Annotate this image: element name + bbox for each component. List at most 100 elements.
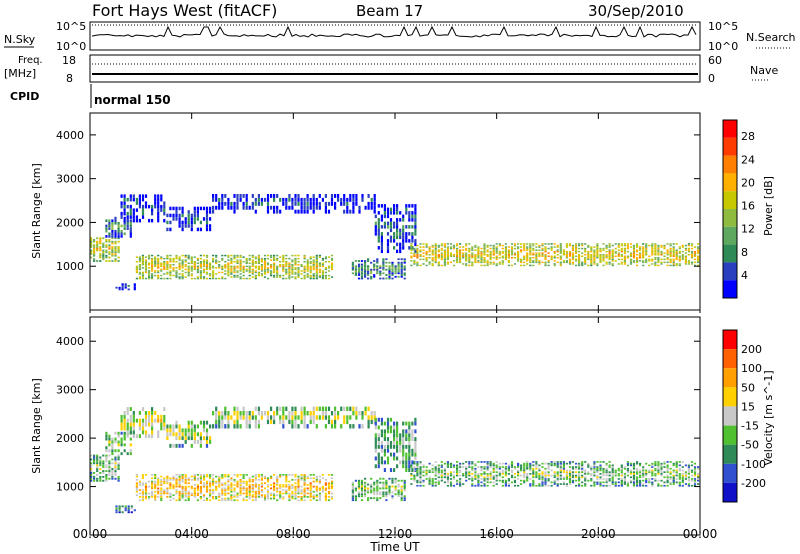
heatmap-cell (669, 243, 672, 245)
heatmap-cell (465, 258, 468, 261)
heatmap-cell (108, 470, 111, 472)
heatmap-cell (608, 244, 611, 247)
heatmap-cell (178, 474, 181, 476)
heatmap-cell (239, 273, 242, 275)
heatmap-cell (330, 254, 334, 257)
heatmap-cell (306, 201, 309, 206)
colorbar-segment (723, 406, 737, 426)
heatmap-cell (169, 274, 172, 277)
heatmap-cell (383, 225, 386, 229)
heatmap-cell (672, 469, 675, 472)
heatmap-cell (626, 246, 629, 248)
heatmap-cell (124, 283, 127, 286)
heatmap-cell (678, 467, 681, 470)
heatmap-cell (117, 222, 120, 225)
heatmap-cell (351, 487, 354, 490)
heatmap-cell (611, 257, 614, 259)
heatmap-cell (111, 449, 114, 453)
heatmap-cell (383, 204, 386, 208)
heatmap-cell (639, 260, 642, 262)
heatmap-cell (402, 441, 405, 445)
heatmap-cell (257, 257, 260, 260)
heatmap-cell (144, 277, 148, 280)
heatmap-cell (414, 421, 417, 426)
heatmap-cell (697, 250, 700, 253)
heatmap-cell (242, 256, 245, 258)
heatmap-cell (486, 476, 489, 479)
heatmap-cell (400, 493, 403, 496)
heatmap-cell (202, 482, 206, 485)
heatmap-cell (135, 474, 138, 476)
heatmap-cell (209, 496, 212, 498)
heatmap-cell (547, 478, 550, 480)
heatmap-cell (248, 270, 251, 272)
heatmap-cell (300, 490, 303, 493)
heatmap-cell (166, 424, 169, 429)
heatmap-cell (114, 249, 117, 252)
heatmap-cell (166, 273, 169, 275)
heatmap-cell (117, 256, 120, 259)
heatmap-cell (393, 225, 396, 229)
heatmap-cell (608, 461, 611, 463)
heatmap-cell (376, 272, 379, 275)
heatmap-cell (90, 464, 93, 467)
heatmap-cell (672, 250, 675, 253)
heatmap-cell (373, 415, 376, 420)
heatmap-cell (315, 489, 318, 491)
heatmap-cell (151, 411, 154, 415)
heatmap-cell (608, 261, 611, 264)
heatmap-cell (495, 247, 498, 250)
heatmap-cell (105, 260, 108, 262)
heatmap-cell (166, 271, 169, 274)
heatmap-cell (148, 434, 151, 439)
heatmap-cell (581, 243, 584, 245)
heatmap-cell (300, 273, 303, 275)
heatmap-cell (517, 247, 520, 250)
heatmap-cell (300, 499, 303, 502)
heatmap-cell (312, 477, 315, 480)
heatmap-cell (660, 246, 663, 248)
heatmap-cell (263, 477, 267, 480)
heatmap-cell (343, 415, 346, 420)
heatmap-cell (151, 257, 154, 260)
heatmap-cell (617, 467, 620, 470)
heatmap-cell (154, 259, 157, 261)
heatmap-cell (396, 441, 399, 445)
heatmap-cell (175, 443, 178, 448)
heatmap-cell (357, 272, 361, 275)
heatmap-cell (254, 277, 257, 280)
heatmap-cell (270, 494, 273, 496)
heatmap-cell (291, 406, 294, 411)
heatmap-cell (388, 489, 391, 492)
heatmap-cell (135, 485, 138, 488)
heatmap-cell (636, 257, 639, 259)
heatmap-cell (306, 209, 309, 214)
heatmap-cell (565, 462, 568, 465)
heatmap-cell (599, 247, 602, 250)
heatmap-cell (190, 257, 193, 260)
heatmap-cell (434, 244, 437, 247)
heatmap-cell (578, 263, 581, 265)
heatmap-cell (495, 246, 498, 248)
heatmap-cell (263, 482, 267, 485)
heatmap-cell (377, 437, 380, 441)
heatmap-cell (215, 482, 218, 485)
heatmap-cell (405, 460, 408, 465)
heatmap-cell (599, 483, 602, 485)
heatmap-cell (517, 260, 520, 262)
heatmap-cell (230, 484, 233, 486)
heatmap-cell (492, 464, 495, 467)
colorbar-segment (723, 368, 737, 388)
heatmap-cell (102, 475, 105, 478)
heatmap-cell (276, 254, 279, 257)
heatmap-cell (221, 276, 224, 278)
heatmap-cell (196, 217, 199, 221)
heatmap-cell (693, 471, 697, 473)
heatmap-cell (568, 261, 572, 264)
heatmap-cell (190, 436, 193, 441)
heatmap-cell (209, 206, 212, 211)
heatmap-cell (370, 201, 373, 206)
heatmap-cell (507, 484, 510, 487)
heatmap-cell (324, 415, 327, 420)
heatmap-cell (547, 467, 550, 470)
